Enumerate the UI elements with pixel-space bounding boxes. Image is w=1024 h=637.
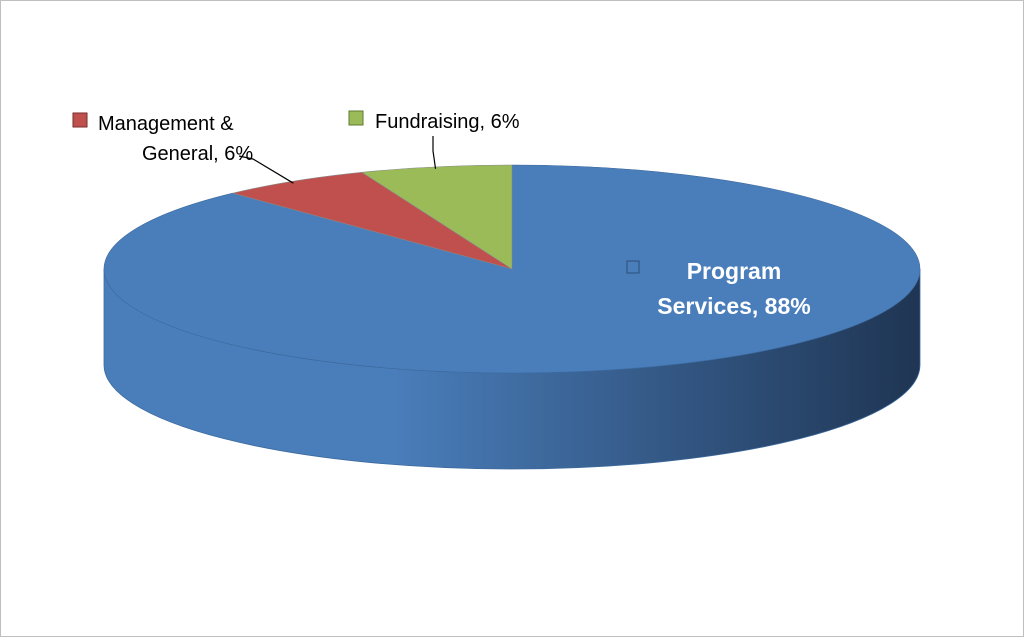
label-marker-management-general (72, 112, 88, 128)
data-label-program-services-line1: Program (687, 258, 782, 284)
leader-line-management-general (238, 155, 294, 184)
leader-line-fundraising (432, 136, 437, 169)
data-label-management-line2: General, 6% (142, 143, 253, 165)
data-label-fundraising: Fundraising, 6% (375, 111, 520, 133)
data-label-program-services-line2: Services, 88% (657, 293, 810, 319)
pie-slice-management-general (232, 171, 513, 270)
label-marker-fundraising (348, 110, 364, 126)
label-marker-program-services (626, 260, 640, 274)
data-label-management-line1: Management & (98, 113, 234, 135)
